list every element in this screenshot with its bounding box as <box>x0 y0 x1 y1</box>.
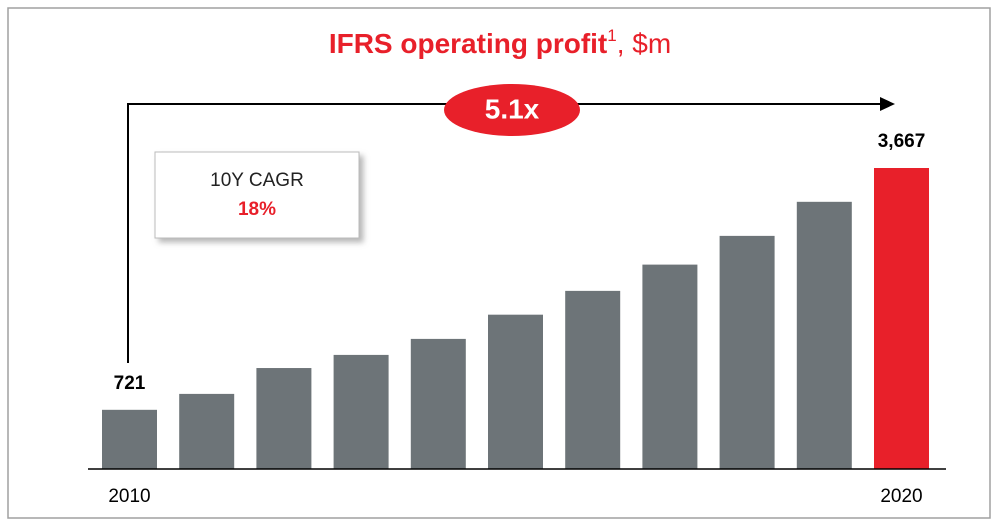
growth-arrow <box>127 103 880 363</box>
bar <box>874 168 929 469</box>
x-tick-label: 2010 <box>108 486 150 507</box>
bar <box>488 314 543 469</box>
bar <box>410 338 466 469</box>
bars: 721 2010 3,667 2020 <box>102 131 929 507</box>
arrow-head <box>880 97 895 111</box>
value-label: 3,667 <box>878 131 926 152</box>
x-tick-label: 2020 <box>880 486 922 507</box>
cagr-box <box>154 151 360 239</box>
bar <box>333 354 389 469</box>
cagr-label: 10Y CAGR <box>210 170 304 191</box>
bar <box>642 264 698 469</box>
title-superscript: 1 <box>607 26 616 45</box>
bar <box>565 290 621 469</box>
bar <box>256 368 312 469</box>
multiple-badge <box>444 84 580 136</box>
multiple-text: 5.1x <box>485 93 540 124</box>
bar <box>179 393 235 469</box>
cagr-value: 18% <box>238 199 276 220</box>
title-suffix: , $m <box>617 28 671 59</box>
bar <box>796 201 852 470</box>
title-main: IFRS operating profit <box>329 28 607 59</box>
chart-title: IFRS operating profit1, $m <box>329 26 671 59</box>
value-label: 721 <box>114 373 146 394</box>
bar <box>102 409 157 469</box>
bar <box>719 235 775 469</box>
